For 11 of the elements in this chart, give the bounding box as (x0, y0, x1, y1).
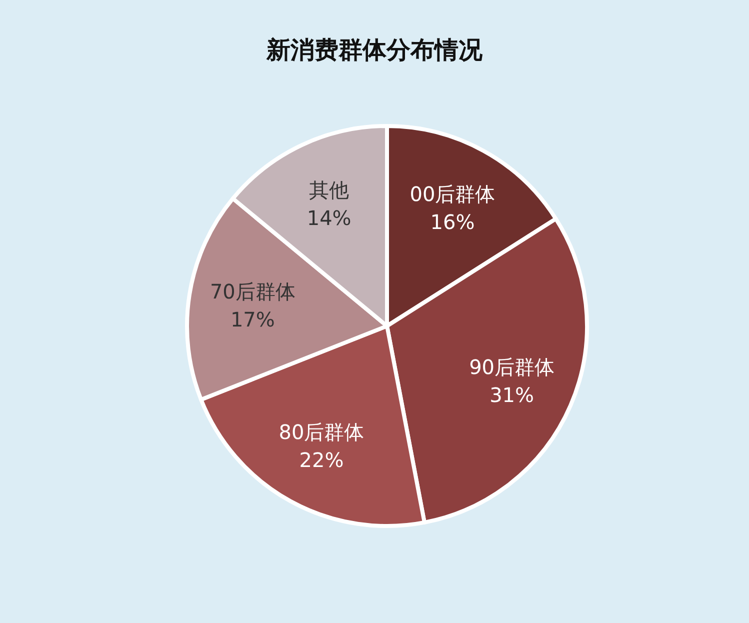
slice-label: 00后群体 (410, 182, 496, 206)
slice-label: 70后群体 (210, 280, 296, 304)
slice-label: 80后群体 (278, 420, 364, 444)
data-label: 14% (306, 206, 352, 230)
data-label: 16% (430, 210, 475, 234)
chart-title: 新消费群体分布情况 (266, 36, 484, 64)
slice-label: 其他 (309, 178, 350, 202)
data-label: 17% (230, 308, 275, 332)
slice-label: 90后群体 (469, 355, 555, 380)
data-label: 22% (299, 448, 344, 472)
data-label: 31% (490, 383, 534, 408)
